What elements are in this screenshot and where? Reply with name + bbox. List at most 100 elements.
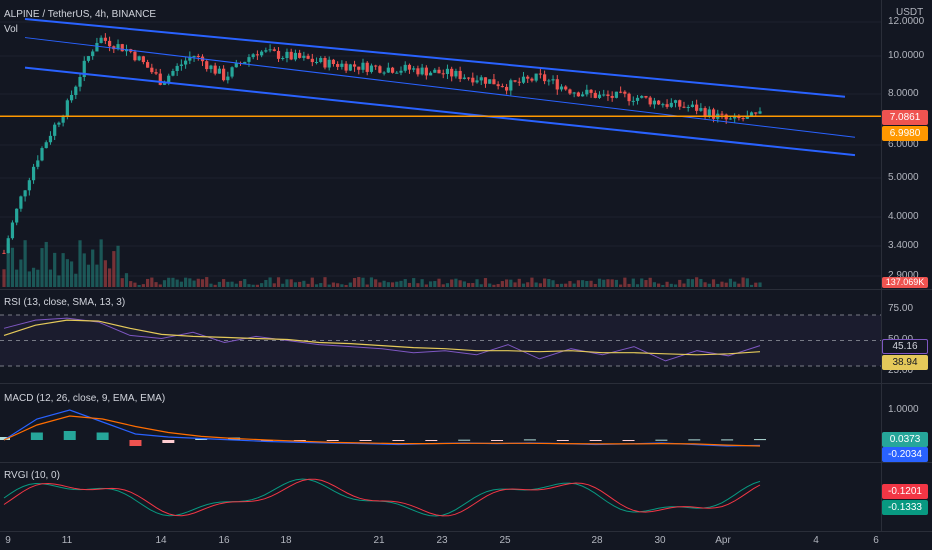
- candle-body: [445, 68, 450, 74]
- volume-bar: [222, 279, 226, 287]
- volume-legend[interactable]: Vol: [4, 24, 18, 35]
- candle-body: [437, 69, 441, 74]
- macd-tick: 1.0000: [888, 404, 919, 415]
- candle-body: [416, 68, 420, 75]
- macd-legend[interactable]: MACD (12, 26, close, 9, EMA, EMA): [4, 393, 166, 404]
- candle-body: [276, 50, 281, 59]
- volume-bar: [57, 275, 61, 287]
- candle-body: [285, 51, 289, 59]
- candle-body: [82, 60, 86, 77]
- volume-bar: [606, 279, 610, 287]
- volume-bar: [112, 251, 116, 287]
- volume-bar: [74, 273, 78, 287]
- candle-body: [568, 89, 572, 94]
- volume-bar: [129, 281, 133, 287]
- candle-body: [543, 74, 547, 82]
- volume-bar: [458, 280, 462, 287]
- pane-divider-rvgi[interactable]: [0, 462, 932, 463]
- candle-body: [268, 49, 272, 51]
- volume-bar: [517, 278, 521, 287]
- candle-body: [53, 124, 57, 136]
- candle-body: [374, 65, 378, 67]
- candle-body: [745, 115, 749, 119]
- rsi-tick: 25.00: [888, 365, 914, 376]
- candle-body: [133, 51, 137, 61]
- volume-bar: [513, 282, 517, 287]
- candle-body: [614, 91, 619, 98]
- volume-bar: [327, 284, 331, 287]
- candle-body: [281, 58, 285, 60]
- volume-bar: [314, 284, 319, 287]
- volume-bar: [69, 261, 74, 287]
- rsi-value-badge: 45.16: [882, 339, 928, 354]
- macd-histogram-bar: [162, 440, 175, 443]
- candle-body: [635, 97, 640, 101]
- candle-body: [559, 86, 564, 90]
- candle-body: [57, 122, 61, 125]
- volume-bar: [720, 281, 724, 287]
- volume-bar: [597, 278, 602, 287]
- currency-label[interactable]: USDT: [896, 7, 924, 18]
- candle-body: [340, 63, 344, 67]
- rsi-legend[interactable]: RSI (13, close, SMA, 13, 3): [4, 297, 126, 308]
- candle-body: [610, 95, 614, 98]
- candle-body: [382, 72, 386, 74]
- volume-bar: [145, 278, 150, 287]
- volume-bar: [340, 284, 344, 287]
- macd-histogram-bar: [0, 437, 10, 440]
- volume-bar: [758, 282, 762, 287]
- volume-bar: [682, 283, 686, 287]
- volume-bar: [614, 279, 619, 287]
- candle-body: [695, 104, 699, 111]
- time-axis-divider: [0, 531, 932, 532]
- candle-body: [602, 94, 606, 96]
- macd-histogram-bar: [195, 438, 208, 440]
- candle-body: [264, 50, 268, 52]
- candle-body: [454, 70, 458, 77]
- candle-body: [162, 82, 167, 85]
- candle-body: [158, 73, 162, 85]
- candle-body: [597, 94, 602, 98]
- volume-bar: [95, 264, 99, 287]
- time-tick: 16: [218, 535, 230, 546]
- volume-bar: [103, 260, 107, 287]
- candle-body: [192, 55, 196, 57]
- candle-body: [754, 112, 758, 114]
- volume-bar: [623, 277, 627, 287]
- macd-value-badge: 0.0373: [882, 432, 928, 447]
- volume-bar: [483, 278, 488, 287]
- volume-bar: [386, 282, 390, 287]
- candle-body: [390, 67, 395, 73]
- candle-body: [31, 166, 36, 181]
- candle-body: [251, 54, 255, 58]
- macd-histogram-bar: [754, 439, 766, 441]
- candle-body: [479, 77, 483, 81]
- symbol-title[interactable]: ALPINE / TetherUS, 4h, BINANCE: [4, 9, 157, 20]
- rvgi-legend[interactable]: RVGI (10, 0): [4, 470, 60, 481]
- volume-bar: [48, 269, 53, 287]
- volume-bar: [749, 284, 754, 287]
- candle-body: [521, 76, 526, 83]
- volume-bar: [302, 280, 306, 287]
- candle-body: [226, 76, 230, 81]
- pane-divider-rsi[interactable]: [0, 289, 932, 290]
- candle-body: [293, 52, 298, 60]
- candle-body: [644, 95, 648, 98]
- volume-bar: [631, 278, 635, 287]
- channel-line: [24, 18, 846, 98]
- volume-bar: [36, 269, 40, 287]
- volume-bar: [407, 282, 412, 287]
- volume-bar: [466, 283, 471, 287]
- trend-channel[interactable]: [24, 18, 856, 157]
- candle-body: [65, 100, 69, 117]
- pane-divider-macd[interactable]: [0, 383, 932, 384]
- volume-bar: [733, 281, 737, 287]
- volume-bar: [205, 277, 209, 287]
- candle-body: [378, 66, 382, 73]
- candle-body: [462, 77, 466, 79]
- candle-body: [627, 93, 631, 102]
- volume-bar: [86, 264, 91, 287]
- macd-signal-badge: -0.2034: [882, 447, 928, 462]
- volume-bar: [648, 277, 652, 287]
